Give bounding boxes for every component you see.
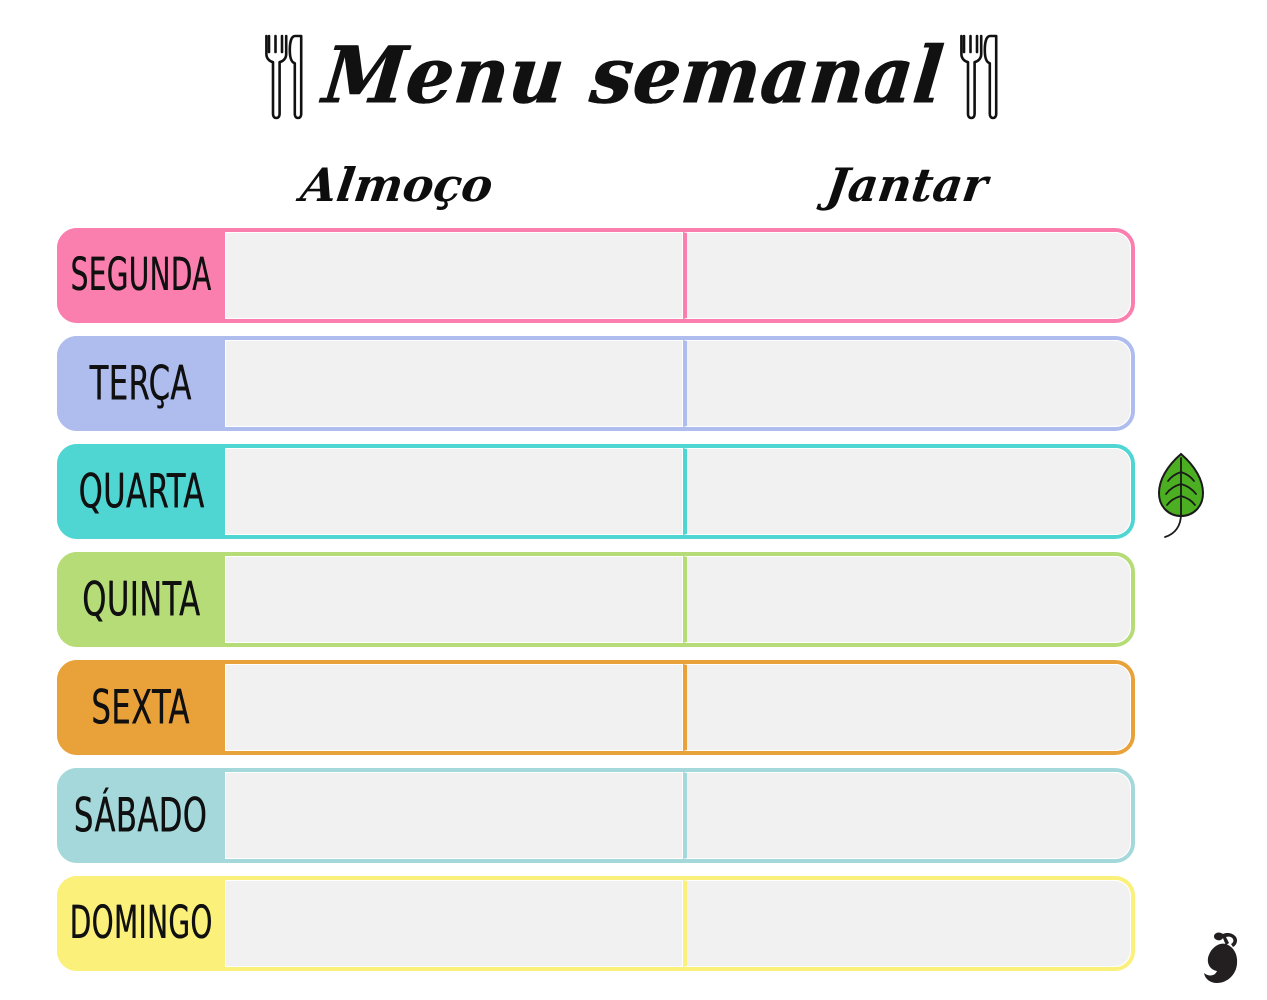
day-tab-quarta[interactable]: QUARTA: [57, 444, 225, 539]
menu-cell-dinner-quarta[interactable]: [683, 448, 1131, 535]
menu-cell-dinner-quinta[interactable]: [683, 556, 1131, 643]
day-tab-domingo[interactable]: DOMINGO: [57, 876, 225, 971]
day-label: SEGUNDA: [70, 249, 212, 301]
fork-knife-icon: [960, 34, 998, 120]
menu-cell-lunch-quinta[interactable]: [225, 556, 683, 643]
day-cells: [225, 444, 1135, 539]
day-row-sabado: SÁBADO: [57, 768, 1135, 863]
menu-cell-dinner-segunda[interactable]: [683, 232, 1131, 319]
day-tab-segunda[interactable]: SEGUNDA: [57, 228, 225, 323]
menu-cell-lunch-sabado[interactable]: [225, 772, 683, 859]
menu-cell-dinner-domingo[interactable]: [683, 880, 1131, 967]
day-label: QUINTA: [81, 571, 201, 628]
day-row-segunda: SEGUNDA: [57, 228, 1135, 323]
menu-cell-dinner-sexta[interactable]: [683, 664, 1131, 751]
menu-cell-lunch-quarta[interactable]: [225, 448, 683, 535]
day-tab-quinta[interactable]: QUINTA: [57, 552, 225, 647]
day-cells: [225, 336, 1135, 431]
day-cells: [225, 660, 1135, 755]
day-label: SÁBADO: [74, 787, 208, 844]
day-label: TERÇA: [89, 355, 193, 412]
day-cells: [225, 228, 1135, 323]
menu-cell-dinner-terca[interactable]: [683, 340, 1131, 427]
column-headers: Almoço Jantar: [57, 150, 1135, 220]
menu-cell-lunch-segunda[interactable]: [225, 232, 683, 319]
fork-knife-icon: [264, 34, 303, 120]
menu-cell-lunch-terca[interactable]: [225, 340, 683, 427]
day-cells: [225, 768, 1135, 863]
day-label: SEXTA: [91, 679, 191, 736]
pepper-icon: [1204, 932, 1238, 983]
weekly-menu-grid: SEGUNDA TERÇA QUARTA QUINTA SEXTA SÁBADO DOMIN…: [57, 228, 1135, 971]
day-label: DOMINGO: [69, 897, 213, 949]
day-row-quinta: QUINTA: [57, 552, 1135, 647]
day-tab-sabado[interactable]: SÁBADO: [57, 768, 225, 863]
column-header-dinner: Jantar: [823, 158, 991, 212]
menu-cell-lunch-sexta[interactable]: [225, 664, 683, 751]
day-cells: [225, 876, 1135, 971]
leaf-icon: [1157, 452, 1205, 538]
day-tab-sexta[interactable]: SEXTA: [57, 660, 225, 755]
day-cells: [225, 552, 1135, 647]
column-header-lunch: Almoço: [297, 158, 497, 212]
day-row-quarta: QUARTA: [57, 444, 1135, 539]
day-row-sexta: SEXTA: [57, 660, 1135, 755]
day-label: QUARTA: [77, 463, 205, 520]
page-title-row: Menu semanal: [0, 18, 1267, 134]
day-row-domingo: DOMINGO: [57, 876, 1135, 971]
day-row-terca: TERÇA: [57, 336, 1135, 431]
menu-cell-lunch-domingo[interactable]: [225, 880, 683, 967]
day-tab-terca[interactable]: TERÇA: [57, 336, 225, 431]
page-title: Menu semanal: [319, 30, 948, 122]
menu-cell-dinner-sabado[interactable]: [683, 772, 1131, 859]
